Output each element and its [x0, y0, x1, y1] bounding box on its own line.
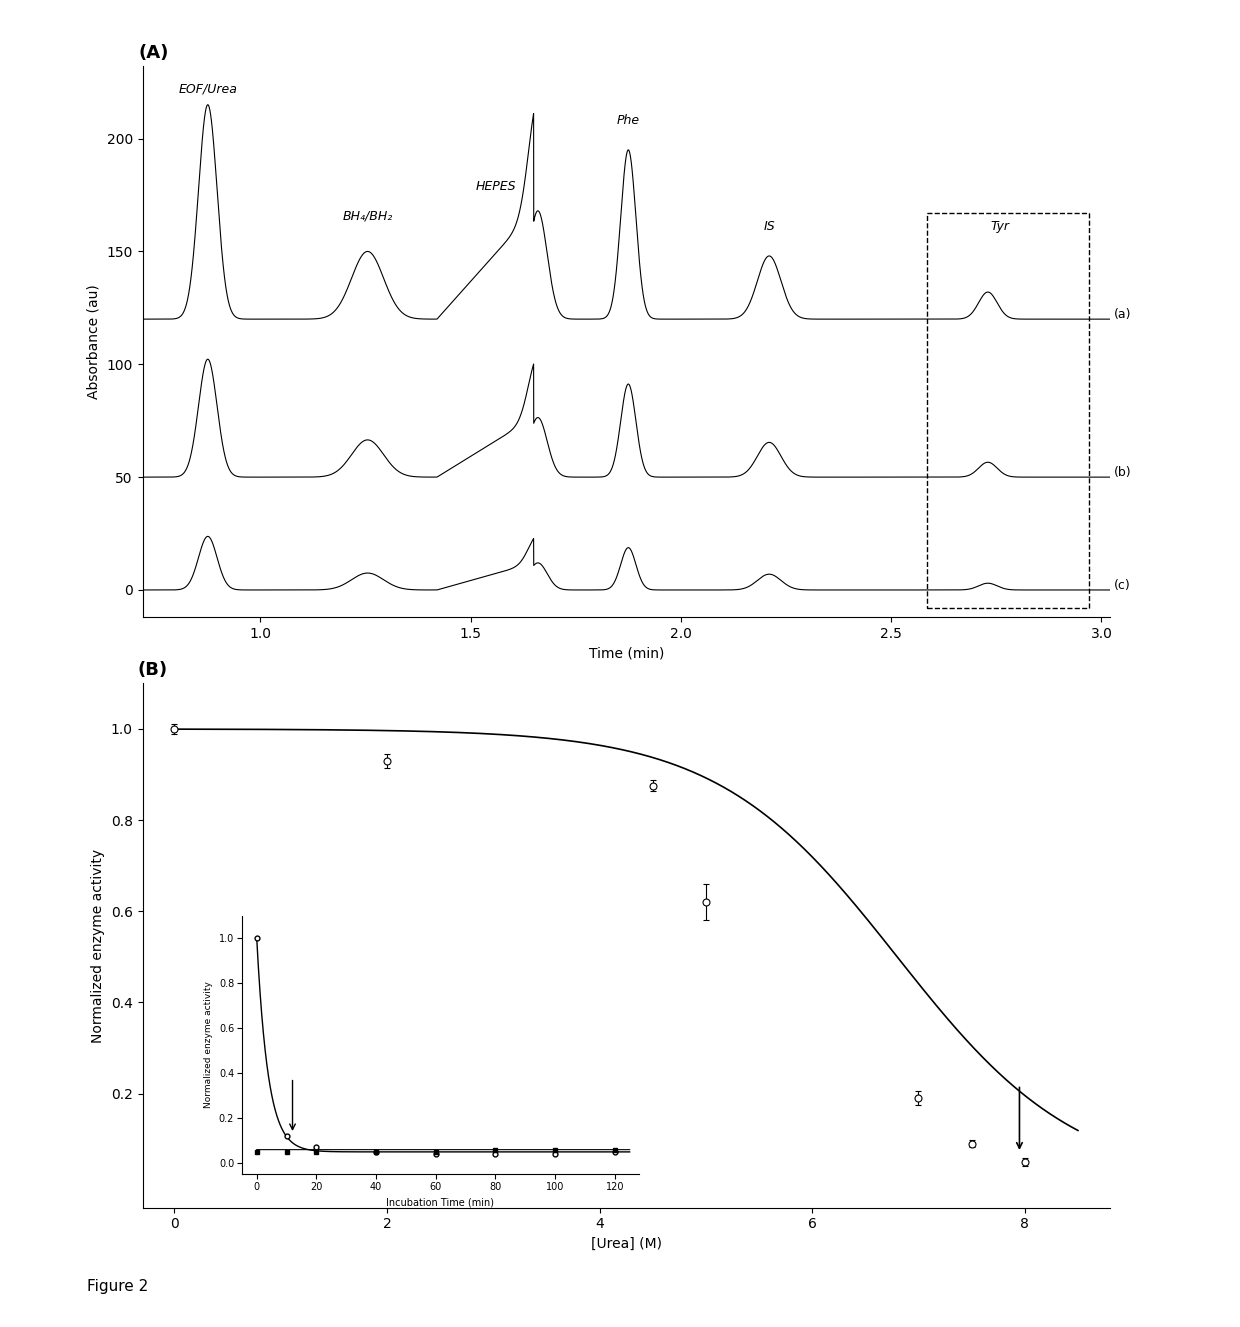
Text: HEPES: HEPES — [476, 179, 516, 192]
X-axis label: Incubation Time (min): Incubation Time (min) — [386, 1197, 495, 1208]
Text: (c): (c) — [1114, 579, 1131, 592]
Text: Tyr: Tyr — [991, 220, 1009, 234]
Y-axis label: Normalized enzyme activity: Normalized enzyme activity — [92, 848, 105, 1043]
Bar — [926, 214, 1089, 608]
X-axis label: Time (min): Time (min) — [589, 646, 663, 661]
Text: EOF/Urea: EOF/Urea — [179, 82, 237, 96]
Text: (b): (b) — [1114, 466, 1132, 479]
Y-axis label: Absorbance (au): Absorbance (au) — [87, 284, 100, 399]
X-axis label: [Urea] (M): [Urea] (M) — [590, 1237, 662, 1251]
Text: Phe: Phe — [616, 114, 640, 127]
Text: IS: IS — [764, 220, 775, 234]
Text: Figure 2: Figure 2 — [87, 1279, 148, 1294]
Text: (A): (A) — [139, 44, 169, 62]
Y-axis label: Normalized enzyme activity: Normalized enzyme activity — [205, 982, 213, 1108]
Text: (a): (a) — [1114, 308, 1132, 321]
Text: (B): (B) — [138, 661, 167, 679]
Text: BH₄/BH₂: BH₄/BH₂ — [342, 210, 393, 222]
